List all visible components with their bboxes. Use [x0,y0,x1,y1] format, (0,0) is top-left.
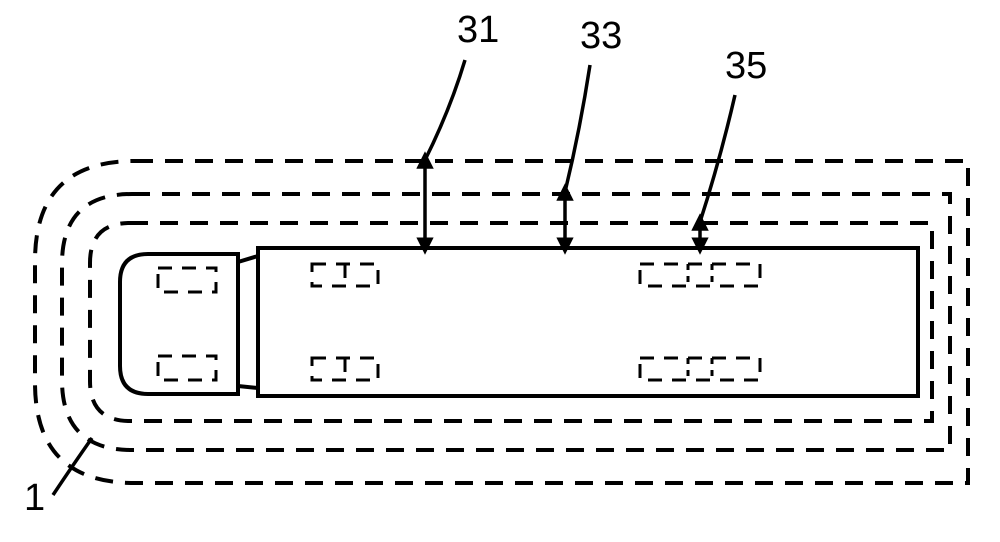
trailer-tandem-2 [640,264,760,286]
label-35: 35 [725,45,767,87]
leader-1 [53,438,92,495]
truck-trailer [258,248,918,396]
zone-middle [62,194,950,450]
truck-zones-diagram: 31 33 35 1 [0,0,1000,542]
label-1: 1 [24,477,45,519]
label-31: 31 [457,9,499,51]
label-33: 33 [580,15,622,57]
leader-33 [565,65,590,192]
leader-35 [700,95,735,222]
trailer-tandem-3 [640,358,760,380]
cab-wheel-1 [158,356,216,380]
truck-cab [120,254,238,394]
hitch-bottom [238,386,258,388]
zone-outer [35,161,968,483]
hitch-top [238,256,258,262]
leader-31 [425,60,465,160]
cab-wheel-0 [158,268,216,292]
